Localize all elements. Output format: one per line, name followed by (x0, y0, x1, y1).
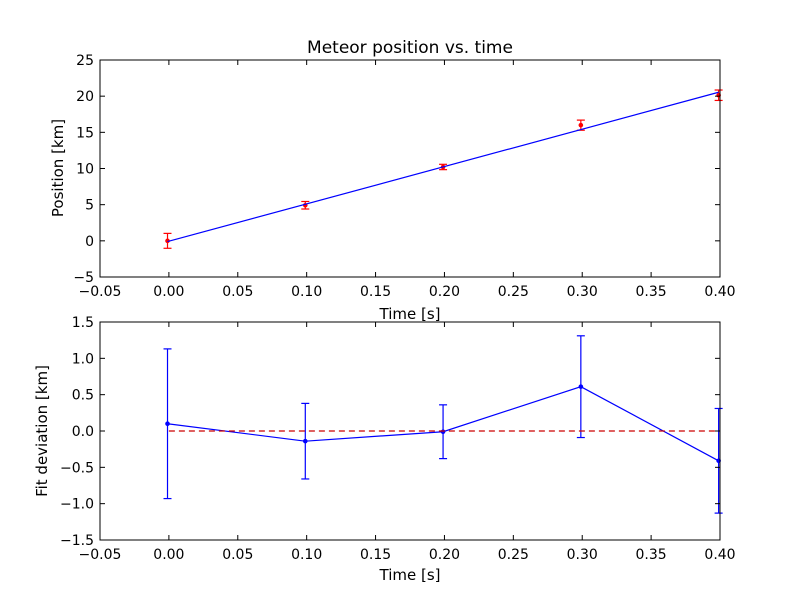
x-tick-label: 0.20 (429, 547, 460, 563)
x-tick-label: 0.40 (704, 547, 735, 563)
top-x-axis-label: Time [s] (379, 305, 441, 323)
y-tick-label: −5 (73, 270, 94, 286)
x-tick-label: 0.00 (153, 284, 184, 300)
x-tick-label: 0.25 (498, 284, 529, 300)
x-tick-label: 0.05 (222, 547, 253, 563)
x-tick-label: 0.15 (360, 547, 391, 563)
y-tick-label: −1.0 (60, 497, 94, 513)
x-tick-label: 0.35 (636, 284, 667, 300)
top-axes: −0.05 0.00 0.05 0.10 0.15 0.20 0.25 0.30 0.35 0.4… (73, 53, 735, 300)
y-tick-label: −1.5 (60, 533, 94, 549)
x-tick-label: 0.35 (636, 547, 667, 563)
data-point (440, 429, 446, 435)
x-tick-label: 0.15 (360, 284, 391, 300)
x-tick-label: −0.05 (79, 547, 122, 563)
x-tick-label: 0.40 (704, 284, 735, 300)
bottom-axes: −0.05 0.00 0.05 0.10 0.15 0.20 0.25 0.30 0.35 0.4… (60, 315, 736, 563)
bottom-x-axis-label: Time [s] (379, 566, 441, 584)
axes-frame (99, 59, 721, 278)
x-tick-label: 0.30 (567, 547, 598, 563)
x-tick-label: 0.10 (291, 284, 322, 300)
y-tick-label: 0.5 (72, 388, 94, 404)
x-tick-label: 0.05 (222, 284, 253, 300)
fit-line (167, 91, 719, 243)
chart-title: Meteor position vs. time (307, 38, 513, 58)
y-tick-label: 1.5 (72, 315, 94, 331)
top-y-axis-label: Position [km] (49, 119, 67, 217)
x-tick-label: 0.30 (567, 284, 598, 300)
y-tick-label: 10 (76, 162, 94, 178)
y-tick-label: 15 (76, 125, 94, 141)
y-tick-label: 5 (85, 198, 94, 214)
y-tick-label: 0.0 (72, 424, 94, 440)
data-point (165, 238, 170, 244)
x-tick-label: 0.10 (291, 547, 322, 563)
y-tick-label: 25 (76, 53, 94, 69)
data-point (165, 421, 170, 427)
x-tick-label: −0.05 (79, 284, 122, 300)
y-tick-label: 0 (85, 234, 94, 250)
data-point (578, 122, 584, 128)
data-point (302, 438, 308, 444)
y-tick-label: 20 (76, 89, 94, 105)
x-tick-label: 0.25 (498, 547, 529, 563)
x-tick-label: 0.00 (153, 547, 184, 563)
bottom-y-axis-label: Fit deviation [km] (33, 365, 51, 497)
y-tick-label: −0.5 (60, 460, 94, 476)
y-tick-label: 1.0 (72, 351, 94, 367)
data-point (578, 384, 584, 389)
x-tick-label: 0.20 (429, 284, 460, 300)
